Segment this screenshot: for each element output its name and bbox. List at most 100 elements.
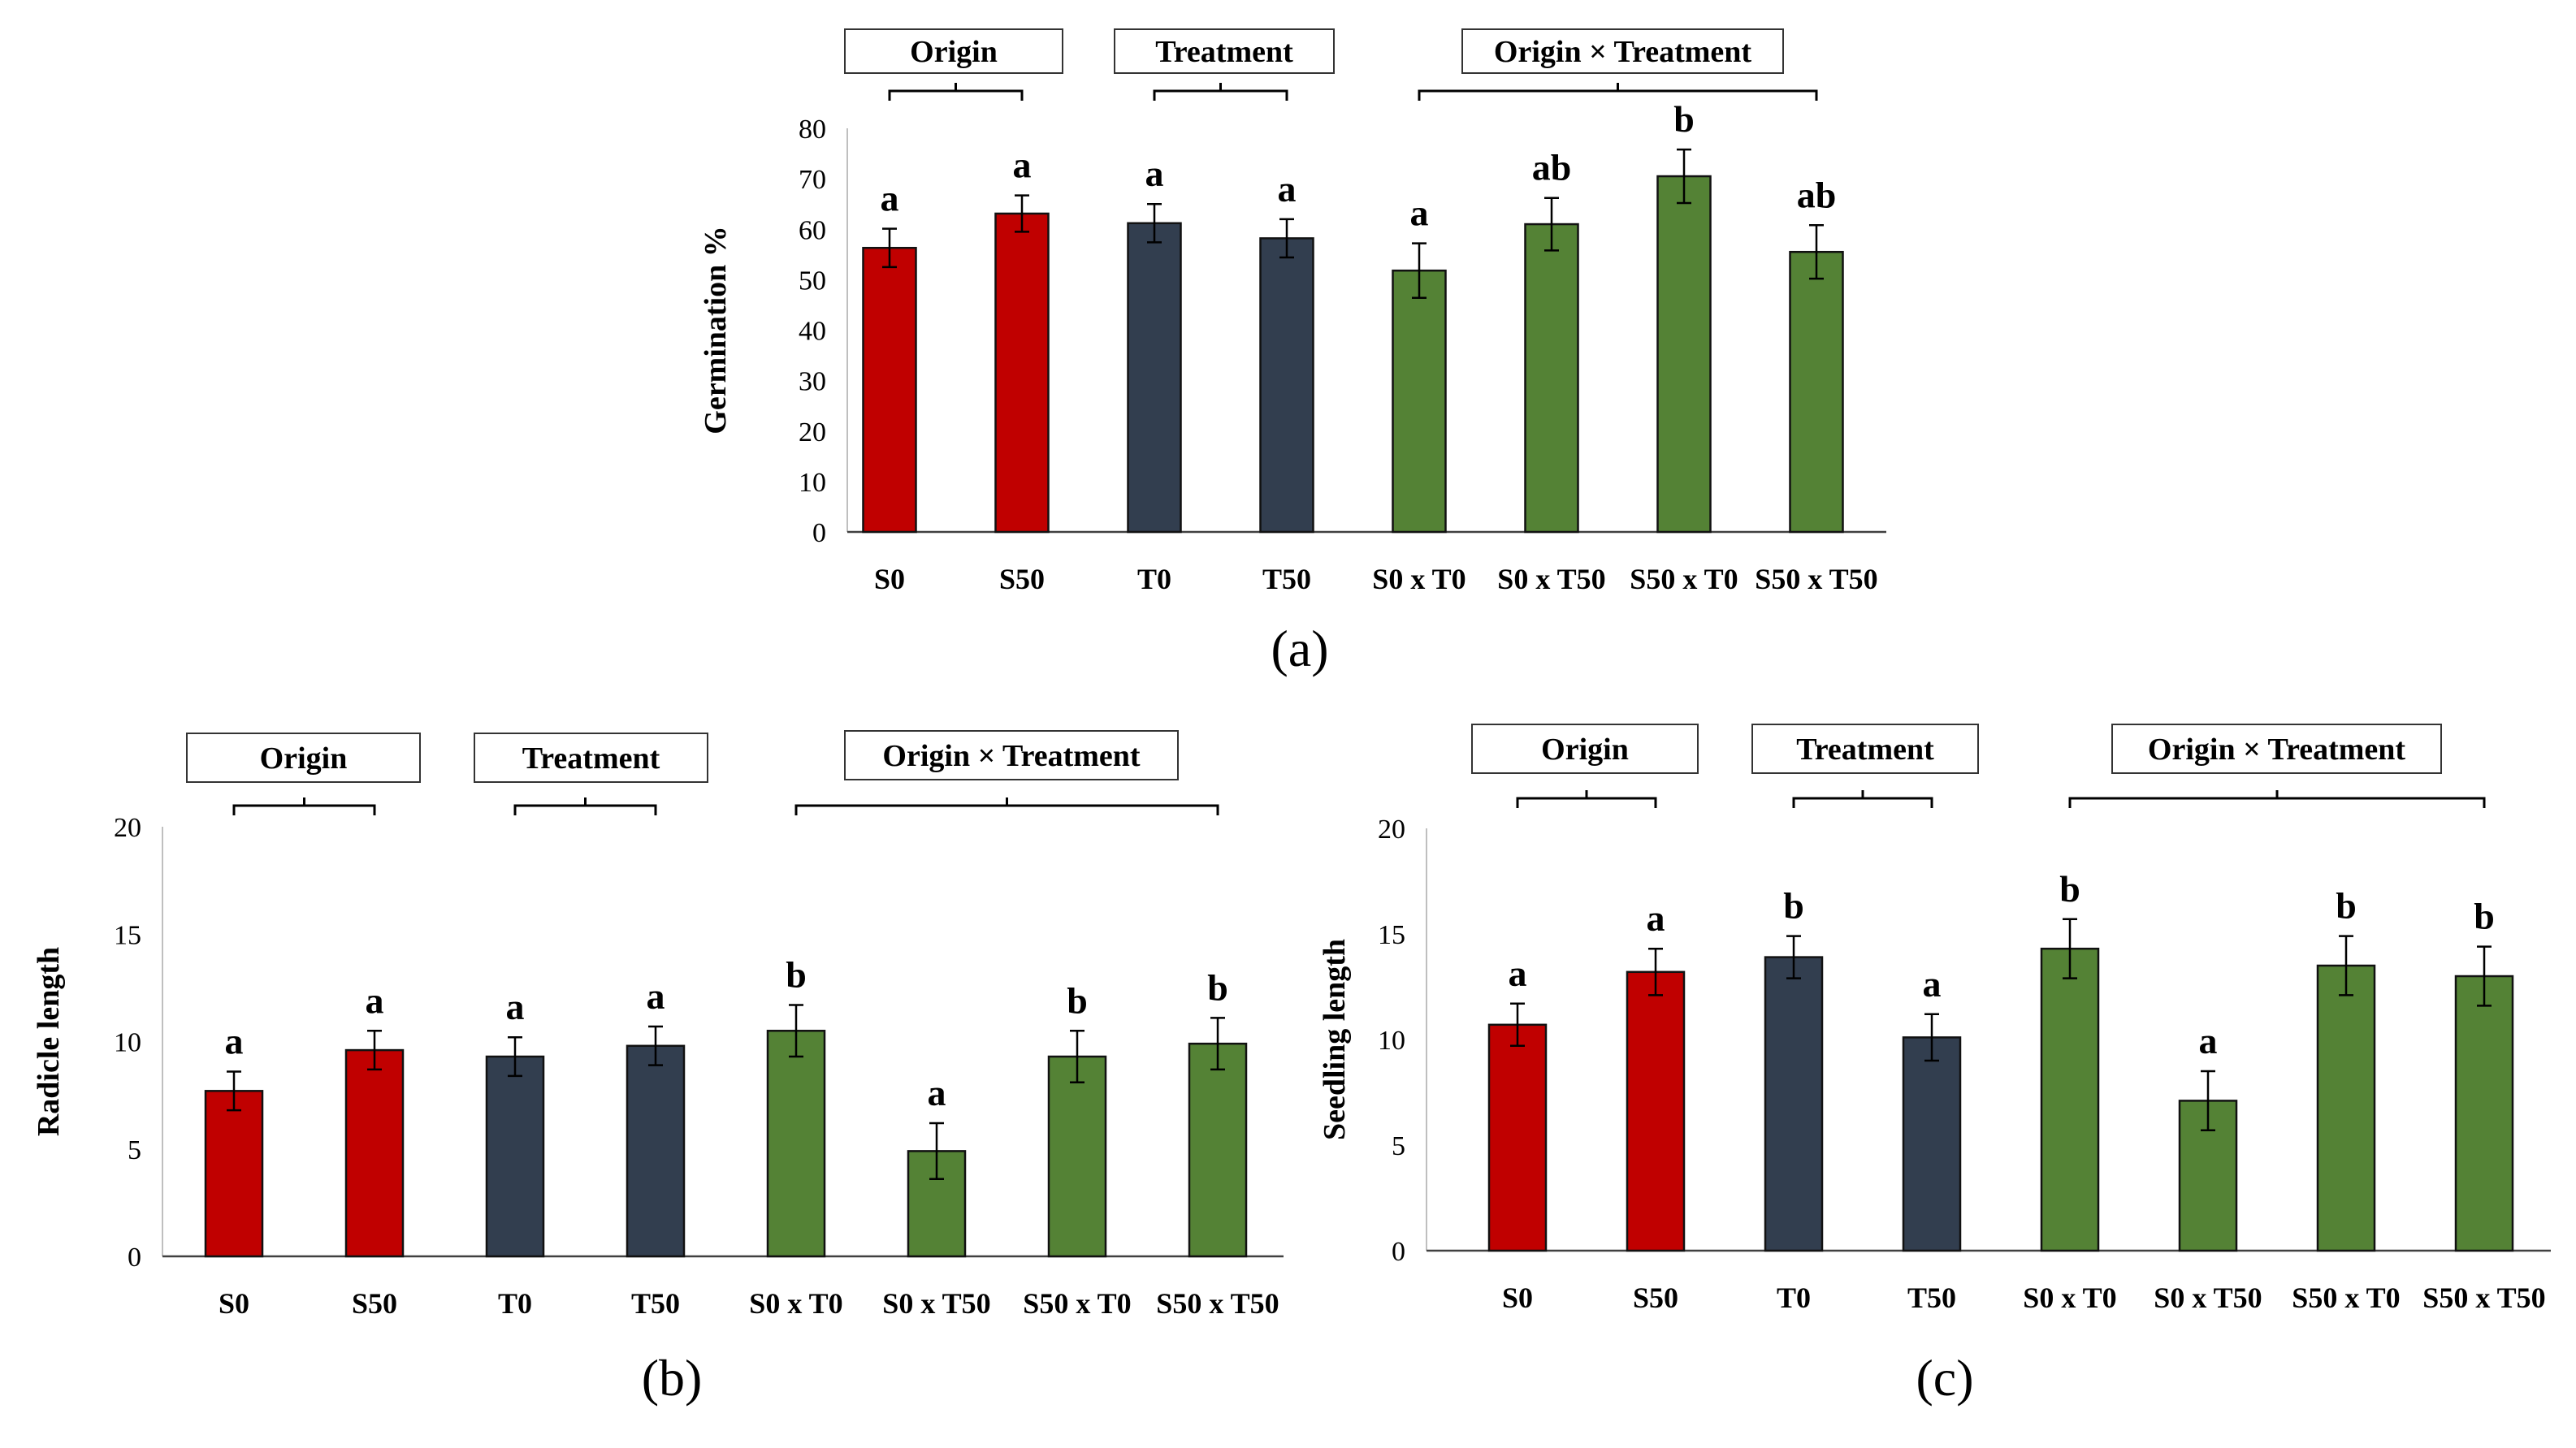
significance-letter: a	[647, 975, 665, 1017]
category-label: T50	[1262, 563, 1311, 595]
y-tick-label: 0	[128, 1243, 141, 1273]
significance-letter: a	[1145, 153, 1164, 194]
category-label: S0 x T50	[2154, 1282, 2262, 1314]
significance-letter: b	[1673, 98, 1695, 140]
significance-letter: a	[1278, 168, 1297, 210]
significance-letter: a	[881, 178, 899, 219]
category-label: S50 x T0	[2292, 1282, 2400, 1314]
category-label: S0	[1502, 1282, 1533, 1314]
group-bracket	[794, 797, 1219, 815]
category-label: T0	[1777, 1282, 1811, 1314]
category-label: T0	[1137, 563, 1171, 595]
category-label: S50	[1633, 1282, 1678, 1314]
y-tick-label: 10	[1378, 1026, 1405, 1056]
group-label-box	[2111, 724, 2442, 774]
category-label: S50 x T50	[2422, 1282, 2545, 1314]
group-label: Treatment	[1796, 733, 1934, 767]
category-label: S0 x T0	[2023, 1282, 2116, 1314]
category-label: S50 x T0	[1023, 1287, 1131, 1320]
group-label-box	[474, 733, 708, 783]
group-label-box	[1461, 28, 1784, 74]
category-label: T0	[498, 1287, 532, 1320]
group-label-box	[1114, 28, 1335, 74]
category-label: T50	[631, 1287, 680, 1320]
significance-letter: ab	[1532, 147, 1572, 188]
group-label-box	[844, 730, 1179, 780]
panel-b: 0 5 10 15 20 Radicle length a S0 a S50 a T0 a T50 b S0 …	[32, 730, 1284, 1407]
category-label: S50 x T0	[1630, 563, 1738, 595]
bar	[1392, 269, 1447, 534]
category-label: S50	[999, 563, 1045, 595]
group-label: Origin	[1541, 733, 1629, 767]
bar	[1524, 223, 1579, 534]
bar	[1127, 222, 1182, 534]
category-label: S50	[352, 1287, 397, 1320]
y-tick-label: 70	[799, 165, 826, 195]
group-label-box	[1471, 724, 1699, 774]
bar	[1047, 1055, 1107, 1258]
category-label: S0 x T50	[1497, 563, 1605, 595]
y-tick-label: 60	[799, 215, 826, 245]
group-label: Origin	[910, 35, 998, 69]
category-label: S0 x T0	[749, 1287, 842, 1320]
group-label: Origin × Treatment	[1494, 35, 1752, 69]
significance-letter: a	[1509, 953, 1527, 994]
significance-letter: a	[928, 1072, 946, 1113]
category-label: S0 x T50	[882, 1287, 990, 1320]
panel-label: (b)	[642, 1349, 703, 1407]
panel-label: (c)	[1916, 1349, 1973, 1407]
bar	[1487, 1023, 1548, 1252]
significance-letter: b	[786, 954, 807, 996]
y-tick-label: 50	[799, 266, 826, 296]
bar	[1789, 250, 1844, 534]
significance-letter: b	[2474, 896, 2495, 937]
significance-letter: a	[506, 986, 525, 1027]
y-axis-label: Germination %	[699, 226, 733, 434]
y-tick-label: 80	[799, 115, 826, 145]
y-tick-label: 20	[799, 417, 826, 447]
bar	[344, 1048, 405, 1258]
bar	[862, 246, 917, 534]
category-label: S0	[219, 1287, 249, 1320]
significance-letter: b	[1067, 979, 1088, 1021]
category-label: S0 x T0	[1372, 563, 1466, 595]
bar	[204, 1090, 264, 1258]
bar	[2040, 947, 2100, 1252]
significance-letter: b	[2336, 885, 2357, 927]
y-tick-label: 15	[1378, 920, 1405, 950]
bar	[1626, 970, 1686, 1252]
y-tick-label: 0	[1392, 1237, 1405, 1267]
group-bracket	[1516, 790, 1657, 808]
panel-a: 0 10 20 30 40 50 60 70 80 Germination % a S0 a S50 a T0…	[699, 28, 1886, 677]
y-tick-label: 5	[128, 1135, 141, 1165]
bar	[1188, 1042, 1248, 1258]
bar	[626, 1044, 686, 1258]
group-label: Treatment	[1155, 35, 1293, 69]
significance-letter: a	[1647, 897, 1665, 939]
bar	[766, 1030, 826, 1258]
panel-c: 0 5 10 15 20 Seedling length a S0 a S50 b T0 a T50 b S0…	[1318, 724, 2551, 1407]
category-label: S0	[874, 563, 905, 595]
y-tick-label: 10	[114, 1028, 141, 1058]
group-bracket	[1153, 83, 1288, 101]
significance-letter: b	[1207, 966, 1228, 1008]
group-bracket	[1418, 83, 1818, 101]
group-label: Treatment	[522, 741, 660, 776]
y-tick-label: 20	[114, 813, 141, 843]
y-tick-label: 10	[799, 468, 826, 498]
y-tick-label: 30	[799, 367, 826, 397]
y-tick-label: 5	[1392, 1131, 1405, 1161]
bar	[1656, 175, 1712, 534]
significance-letter: a	[366, 979, 384, 1021]
group-label: Origin × Treatment	[2148, 733, 2406, 767]
y-axis-label: Seedling length	[1318, 939, 1352, 1140]
group-label: Origin	[260, 741, 348, 776]
bar	[485, 1055, 545, 1258]
y-tick-label: 15	[114, 920, 141, 950]
significance-letter: b	[1783, 885, 1804, 927]
significance-letter: a	[1410, 192, 1429, 234]
group-bracket	[2068, 790, 2486, 808]
significance-letter: a	[2199, 1020, 2218, 1061]
group-label-box	[1751, 724, 1979, 774]
